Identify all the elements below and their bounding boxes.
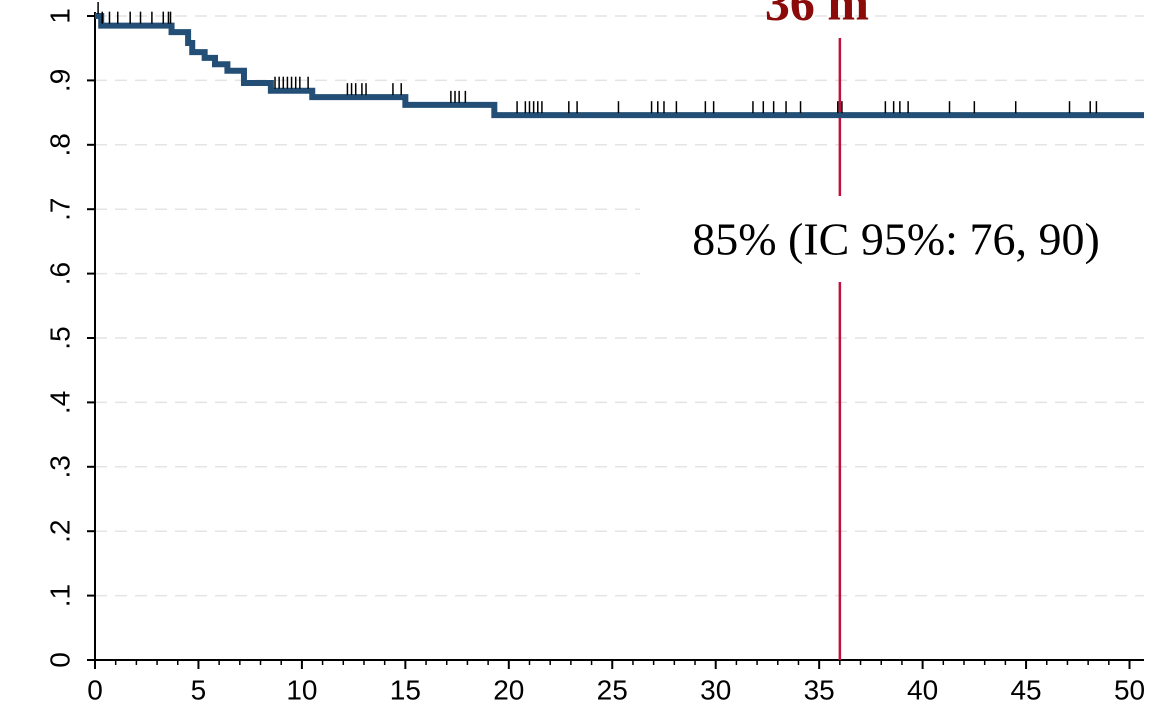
y-tick-label: .3 bbox=[44, 455, 75, 478]
y-tick-label: .9 bbox=[44, 69, 75, 92]
x-tick-label: 50 bbox=[1114, 674, 1145, 705]
y-tick-label: 1 bbox=[44, 8, 75, 24]
x-tick-label: 30 bbox=[700, 674, 731, 705]
x-tick-label: 40 bbox=[907, 674, 938, 705]
y-tick-label: .7 bbox=[44, 198, 75, 221]
x-tick-label: 20 bbox=[493, 674, 524, 705]
survival-curve bbox=[95, 13, 1144, 119]
y-tick-label: 0 bbox=[44, 652, 75, 668]
y-tick-label: .2 bbox=[44, 520, 75, 543]
x-tick-label: 5 bbox=[191, 674, 207, 705]
y-tick-label: .1 bbox=[44, 584, 75, 607]
y-tick-label: .4 bbox=[44, 391, 75, 414]
x-tick-label: 45 bbox=[1010, 674, 1041, 705]
y-tick-label: .6 bbox=[44, 262, 75, 285]
x-tick-label: 10 bbox=[286, 674, 317, 705]
y-tick-label: .5 bbox=[44, 326, 75, 349]
x-tick-label: 0 bbox=[87, 674, 103, 705]
x-tick-label: 15 bbox=[390, 674, 421, 705]
annotation: 85% (IC 95%: 76, 90) bbox=[692, 214, 1100, 265]
x-tick-label: 25 bbox=[597, 674, 628, 705]
x-tick-label: 35 bbox=[804, 674, 835, 705]
annotation-box bbox=[640, 196, 1150, 282]
chart-title: 36 m bbox=[765, 0, 869, 30]
y-tick-label: .8 bbox=[44, 133, 75, 156]
